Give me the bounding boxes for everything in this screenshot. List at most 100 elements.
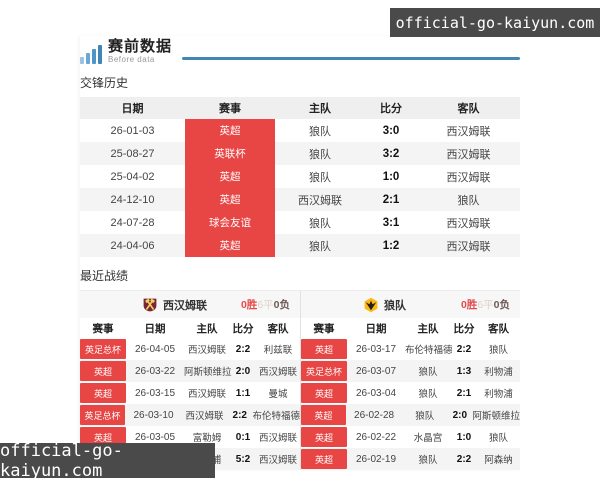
competition-badge: 英足总杯: [301, 361, 347, 381]
watermark-top: official-go-kaiyun.com: [390, 8, 600, 37]
recent-team-panel: 西汉姆联 0胜6平0负 狼队 0胜6平0负: [80, 290, 520, 318]
match-score: 1:2: [382, 239, 400, 252]
column-header-score: 比分: [380, 103, 402, 115]
recent-match-row: 英足总杯 26-03-10 西汉姆联 2:2 布伦特福德: [80, 404, 300, 426]
home-team: 狼队: [309, 148, 331, 161]
column-header-score: 比分: [453, 322, 475, 335]
column-header-date: 日期: [365, 322, 387, 335]
column-header-competition: 赛事: [92, 322, 114, 335]
column-header-date: 日期: [121, 103, 144, 115]
match-date: 26-03-17: [355, 343, 397, 355]
home-team: 狼队: [309, 240, 331, 253]
team-panel-right: 狼队 0胜6平0负: [300, 291, 520, 318]
match-date: 26-03-22: [134, 365, 176, 377]
recent-match-row: 英超 26-02-19 狼队 2:2 阿森纳: [301, 448, 520, 470]
match-date: 26-03-05: [134, 431, 176, 443]
section-title-recent: 最近战绩: [80, 269, 129, 283]
column-header-score: 比分: [232, 322, 254, 335]
column-header-home: 主队: [196, 322, 218, 335]
column-header-home: 主队: [309, 103, 331, 115]
away-team: 狼队: [488, 345, 508, 356]
recent-match-row: 英超 26-03-05 富勒姆 0:1 西汉姆联: [80, 426, 300, 448]
match-date: 25-08-27: [110, 147, 155, 160]
h2h-table-header: 日期 赛事 主队 比分 客队: [80, 97, 520, 119]
away-team: 利物浦: [484, 389, 513, 400]
competition-badge: 英联杯: [185, 142, 275, 165]
match-date: 26-03-04: [355, 387, 397, 399]
header-divider-line: [182, 57, 520, 60]
competition-badge: 英超: [301, 427, 347, 447]
match-date: 24-07-28: [110, 216, 155, 229]
recent-table-right: 赛事 日期 主队 比分 客队 英超 26-03-17 布伦特福德 2:2 狼队 …: [300, 318, 520, 470]
away-team: 西汉姆联: [258, 455, 297, 466]
home-team: 西汉姆联: [187, 345, 226, 356]
away-team: 西汉姆联: [446, 217, 491, 230]
recent-match-row: 英足总杯 26-04-05 西汉姆联 2:2 利兹联: [80, 338, 300, 360]
competition-badge: 英超: [80, 427, 126, 447]
home-team: 狼队: [418, 367, 438, 378]
home-team: 西汉姆联: [185, 411, 224, 422]
match-date: 25-04-02: [110, 170, 155, 183]
away-team: 狼队: [457, 194, 480, 207]
record-draws: 6平: [477, 299, 494, 311]
column-header-home: 主队: [417, 322, 439, 335]
record-losses: 0负: [273, 299, 290, 311]
match-score: 2:2: [456, 453, 472, 465]
recent-results-tables: 赛事 日期 主队 比分 客队 英足总杯 26-04-05 西汉姆联 2:2 利兹…: [80, 318, 520, 470]
match-score: 5:2: [235, 453, 251, 465]
bar-chart-icon: [80, 45, 102, 64]
h2h-match-row: 24-12-10 英超 西汉姆联 2:1 狼队: [80, 188, 520, 211]
logo-text: 赛前数据 Before data: [108, 39, 172, 64]
competition-badge: 英超: [80, 361, 126, 381]
home-team: 阿斯顿维拉: [184, 367, 232, 378]
competition-badge: 英超: [185, 119, 275, 142]
match-score: 1:3: [456, 365, 472, 377]
competition-badge: 英足总杯: [80, 339, 126, 359]
away-team: 西汉姆联: [258, 433, 297, 444]
away-team: 布伦特福德: [252, 411, 300, 422]
westham-crest-icon: [143, 298, 157, 311]
away-team: 西汉姆联: [446, 125, 491, 138]
recent-match-row: 英超 26-03-04 狼队 2:1 利物浦: [301, 382, 520, 404]
away-team: 西汉姆联: [446, 171, 491, 184]
h2h-match-row: 26-01-03 英超 狼队 3:0 西汉姆联: [80, 119, 520, 142]
column-header-competition: 赛事: [219, 103, 241, 115]
home-team: 富勒姆: [192, 433, 222, 444]
recent-match-row: 英超 26-03-22 阿斯顿维拉 2:0 西汉姆联: [80, 360, 300, 382]
match-score: 2:0: [452, 409, 468, 421]
competition-badge: 球会友谊: [185, 211, 275, 234]
away-team: 阿森纳: [484, 455, 513, 466]
match-score: 2:1: [456, 387, 472, 399]
home-team: 布伦特福德: [405, 345, 453, 356]
match-score: 1:0: [382, 170, 400, 183]
match-score: 3:1: [382, 216, 400, 229]
home-team: 水晶宫: [413, 433, 443, 444]
team-panel-left: 西汉姆联 0胜6平0负: [80, 291, 300, 318]
match-score: 1:0: [456, 431, 472, 443]
h2h-match-row: 24-07-28 球会友谊 狼队 3:1 西汉姆联: [80, 211, 520, 234]
record-wins: 0胜: [460, 299, 478, 311]
match-date: 26-02-22: [355, 431, 397, 443]
match-score: 2:2: [456, 343, 472, 355]
recent-table-right-body: 英超 26-03-17 布伦特福德 2:2 狼队 英足总杯 26-03-07 狼…: [301, 338, 520, 470]
match-date: 24-12-10: [110, 193, 155, 206]
competition-badge: 英超: [301, 449, 347, 469]
home-team: 狼队: [418, 455, 438, 466]
recent-match-row: 英超 26-03-17 布伦特福德 2:2 狼队: [301, 338, 520, 360]
away-team: 狼队: [488, 433, 508, 444]
record-draws: 6平: [257, 299, 274, 311]
match-score: 2:1: [382, 193, 400, 206]
match-date: 26-03-10: [133, 409, 174, 421]
recent-match-row: 英超 26-03-15 西汉姆联 1:1 曼城: [80, 382, 300, 404]
recent-match-row: 英超 26-02-22 水晶宫 1:0 狼队: [301, 426, 520, 448]
column-header-date: 日期: [144, 322, 166, 335]
logo-row: 赛前数据 Before data: [80, 36, 520, 64]
team-record-left: 0胜6平0负: [241, 297, 290, 312]
competition-badge: 英足总杯: [80, 405, 126, 425]
h2h-table: 日期 赛事 主队 比分 客队 26-01-03 英超 狼队 3:0 西汉姆联 2…: [80, 97, 520, 257]
home-team: 狼队: [418, 389, 438, 400]
record-losses: 0负: [493, 299, 510, 311]
match-score: 2:2: [232, 409, 247, 421]
team-name-right: 狼队: [384, 299, 406, 312]
away-team: 阿斯顿维拉: [472, 411, 520, 422]
